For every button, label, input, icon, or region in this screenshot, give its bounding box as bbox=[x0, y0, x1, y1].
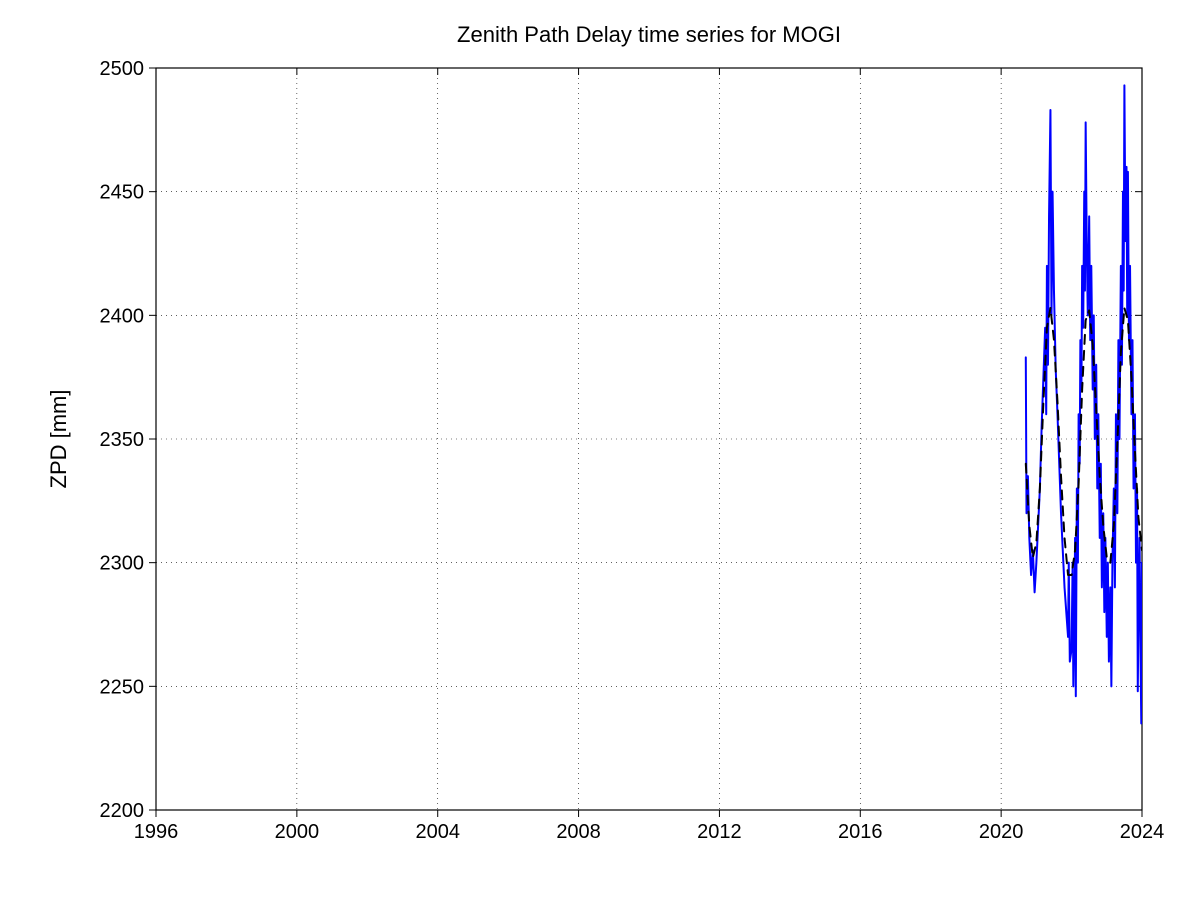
xtick-label: 2020 bbox=[979, 821, 1024, 843]
xtick-label: 2004 bbox=[415, 821, 460, 843]
chart-title: Zenith Path Delay time series for MOGI bbox=[457, 22, 841, 47]
ytick-label: 2350 bbox=[100, 429, 145, 451]
xtick-label: 2016 bbox=[838, 821, 883, 843]
y-axis-label: ZPD [mm] bbox=[46, 390, 71, 489]
ytick-label: 2450 bbox=[100, 182, 145, 204]
chart-svg: 1996 2000 2004 2008 2012 2016 2020 2024 2200 2250… bbox=[0, 0, 1201, 901]
chart-container: 1996 2000 2004 2008 2012 2016 2020 2024 2200 2250… bbox=[0, 0, 1201, 901]
xtick-label: 2008 bbox=[556, 821, 601, 843]
xtick-label: 2012 bbox=[697, 821, 742, 843]
ytick-label: 2200 bbox=[100, 800, 145, 822]
ytick-label: 2300 bbox=[100, 553, 145, 575]
xtick-label: 2024 bbox=[1120, 821, 1165, 843]
ytick-label: 2500 bbox=[100, 58, 145, 80]
ytick-label: 2250 bbox=[100, 676, 145, 698]
xtick-label: 1996 bbox=[134, 821, 179, 843]
ytick-label: 2400 bbox=[100, 305, 145, 327]
xtick-label: 2000 bbox=[275, 821, 320, 843]
